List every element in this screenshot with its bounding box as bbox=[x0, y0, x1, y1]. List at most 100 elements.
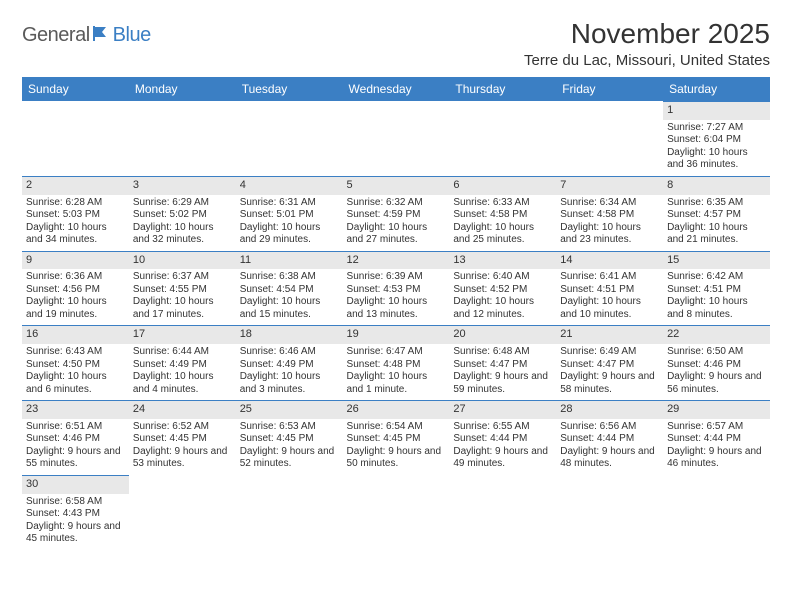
day-cell bbox=[129, 475, 236, 550]
sunset-text: Sunset: 5:01 PM bbox=[240, 209, 339, 222]
day-cell: 21Sunrise: 6:49 AMSunset: 4:47 PMDayligh… bbox=[556, 325, 663, 400]
daylight-text: Daylight: 10 hours and 3 minutes. bbox=[240, 371, 339, 396]
sunrise-text: Sunrise: 6:51 AM bbox=[26, 421, 125, 434]
day-number: 6 bbox=[449, 176, 556, 195]
day-number: 25 bbox=[236, 400, 343, 419]
day-number: 24 bbox=[129, 400, 236, 419]
sunrise-text: Sunrise: 6:53 AM bbox=[240, 421, 339, 434]
day-cell: 10Sunrise: 6:37 AMSunset: 4:55 PMDayligh… bbox=[129, 251, 236, 326]
sunrise-text: Sunrise: 6:29 AM bbox=[133, 197, 232, 210]
day-number: 13 bbox=[449, 251, 556, 270]
sunrise-text: Sunrise: 6:55 AM bbox=[453, 421, 552, 434]
day-number: 10 bbox=[129, 251, 236, 270]
day-cell bbox=[663, 475, 770, 550]
day-number: 21 bbox=[556, 325, 663, 344]
day-cell: 29Sunrise: 6:57 AMSunset: 4:44 PMDayligh… bbox=[663, 400, 770, 475]
sunrise-text: Sunrise: 6:44 AM bbox=[133, 346, 232, 359]
sunset-text: Sunset: 4:55 PM bbox=[133, 284, 232, 297]
daylight-text: Daylight: 9 hours and 56 minutes. bbox=[667, 371, 766, 396]
daylight-text: Daylight: 10 hours and 34 minutes. bbox=[26, 222, 125, 247]
day-cell: 18Sunrise: 6:46 AMSunset: 4:49 PMDayligh… bbox=[236, 325, 343, 400]
day-number: 20 bbox=[449, 325, 556, 344]
day-cell bbox=[343, 101, 450, 176]
day-number: 11 bbox=[236, 251, 343, 270]
header: General Blue November 2025 Terre du Lac,… bbox=[22, 18, 770, 69]
col-thursday: Thursday bbox=[449, 77, 556, 101]
sunrise-text: Sunrise: 6:54 AM bbox=[347, 421, 446, 434]
sunrise-text: Sunrise: 6:46 AM bbox=[240, 346, 339, 359]
col-sunday: Sunday bbox=[22, 77, 129, 101]
sunrise-text: Sunrise: 6:34 AM bbox=[560, 197, 659, 210]
logo-text-general: General bbox=[22, 24, 90, 47]
day-number: 15 bbox=[663, 251, 770, 270]
day-cell: 12Sunrise: 6:39 AMSunset: 4:53 PMDayligh… bbox=[343, 251, 450, 326]
sunset-text: Sunset: 6:04 PM bbox=[667, 134, 766, 147]
sunrise-text: Sunrise: 6:37 AM bbox=[133, 271, 232, 284]
daylight-text: Daylight: 9 hours and 50 minutes. bbox=[347, 446, 446, 471]
sunrise-text: Sunrise: 6:33 AM bbox=[453, 197, 552, 210]
week-row: 2Sunrise: 6:28 AMSunset: 5:03 PMDaylight… bbox=[22, 176, 770, 251]
sunset-text: Sunset: 5:03 PM bbox=[26, 209, 125, 222]
sunset-text: Sunset: 4:47 PM bbox=[453, 359, 552, 372]
day-number: 18 bbox=[236, 325, 343, 344]
day-number: 30 bbox=[22, 475, 129, 494]
sunset-text: Sunset: 4:50 PM bbox=[26, 359, 125, 372]
week-row: 16 Sunrise: 6:43 AMSunset: 4:50 PM Dayligh… bbox=[22, 325, 770, 400]
daylight-text: Daylight: 10 hours and 32 minutes. bbox=[133, 222, 232, 247]
day-number: 26 bbox=[343, 400, 450, 419]
sunrise-text: Sunrise: 6:48 AM bbox=[453, 346, 552, 359]
col-wednesday: Wednesday bbox=[343, 77, 450, 101]
daylight-text: Daylight: 10 hours and 1 minute. bbox=[347, 371, 446, 396]
sunrise-text: Sunrise: 6:56 AM bbox=[560, 421, 659, 434]
week-row: 9Sunrise: 6:36 AMSunset: 4:56 PM Daylight… bbox=[22, 251, 770, 326]
week-row: 30Sunrise: 6:58 AMSunset: 4:43 PMDayligh… bbox=[22, 475, 770, 550]
sunrise-text: Sunrise: 6:41 AM bbox=[560, 271, 659, 284]
col-tuesday: Tuesday bbox=[236, 77, 343, 101]
sunset-text: Sunset: 4:46 PM bbox=[26, 433, 125, 446]
sunrise-text: Sunrise: 6:31 AM bbox=[240, 197, 339, 210]
day-number: 5 bbox=[343, 176, 450, 195]
sunrise-text: Sunrise: 6:35 AM bbox=[667, 197, 766, 210]
day-number: 3 bbox=[129, 176, 236, 195]
daylight-text: Daylight: 10 hours and 15 minutes. bbox=[240, 296, 339, 321]
sunset-text: Sunset: 4:54 PM bbox=[240, 284, 339, 297]
logo-text-blue: Blue bbox=[113, 24, 151, 47]
col-monday: Monday bbox=[129, 77, 236, 101]
day-cell: 23Sunrise: 6:51 AMSunset: 4:46 PMDayligh… bbox=[22, 400, 129, 475]
day-number: 22 bbox=[663, 325, 770, 344]
sunrise-text: Sunrise: 6:28 AM bbox=[26, 197, 125, 210]
daylight-text: Daylight: 10 hours and 23 minutes. bbox=[560, 222, 659, 247]
sunset-text: Sunset: 4:49 PM bbox=[133, 359, 232, 372]
sunrise-text: Sunrise: 6:42 AM bbox=[667, 271, 766, 284]
sunrise-text: Sunrise: 6:40 AM bbox=[453, 271, 552, 284]
day-cell bbox=[449, 475, 556, 550]
day-cell: 20Sunrise: 6:48 AMSunset: 4:47 PMDayligh… bbox=[449, 325, 556, 400]
col-friday: Friday bbox=[556, 77, 663, 101]
daylight-text: Daylight: 10 hours and 10 minutes. bbox=[560, 296, 659, 321]
sunrise-text: Sunrise: 6:38 AM bbox=[240, 271, 339, 284]
day-cell: 11Sunrise: 6:38 AMSunset: 4:54 PMDayligh… bbox=[236, 251, 343, 326]
sunrise-text: Sunrise: 6:43 AM bbox=[26, 346, 125, 359]
sunset-text: Sunset: 4:46 PM bbox=[667, 359, 766, 372]
day-number: 27 bbox=[449, 400, 556, 419]
sunrise-text: Sunrise: 7:27 AM bbox=[667, 122, 766, 135]
day-number: 9 bbox=[22, 251, 129, 270]
week-row: 1Sunrise: 7:27 AMSunset: 6:04 PMDaylight… bbox=[22, 101, 770, 176]
col-saturday: Saturday bbox=[663, 77, 770, 101]
day-cell: 30Sunrise: 6:58 AMSunset: 4:43 PMDayligh… bbox=[22, 475, 129, 550]
day-cell: 3 Sunrise: 6:29 AMSunset: 5:02 PMDaylight… bbox=[129, 176, 236, 251]
daylight-text: Daylight: 10 hours and 36 minutes. bbox=[667, 147, 766, 172]
day-number: 16 bbox=[22, 325, 129, 344]
daylight-text: Daylight: 9 hours and 49 minutes. bbox=[453, 446, 552, 471]
day-cell: 6Sunrise: 6:33 AMSunset: 4:58 PMDaylight… bbox=[449, 176, 556, 251]
day-cell: 7Sunrise: 6:34 AMSunset: 4:58 PMDaylight… bbox=[556, 176, 663, 251]
sunset-text: Sunset: 4:56 PM bbox=[26, 284, 125, 297]
day-cell bbox=[236, 101, 343, 176]
day-cell: 28Sunrise: 6:56 AMSunset: 4:44 PMDayligh… bbox=[556, 400, 663, 475]
sunset-text: Sunset: 5:02 PM bbox=[133, 209, 232, 222]
day-number: 2 bbox=[22, 176, 129, 195]
day-number: 7 bbox=[556, 176, 663, 195]
sunrise-text: Sunrise: 6:36 AM bbox=[26, 271, 125, 284]
sunrise-text: Sunrise: 6:32 AM bbox=[347, 197, 446, 210]
week-row: 23Sunrise: 6:51 AMSunset: 4:46 PMDayligh… bbox=[22, 400, 770, 475]
